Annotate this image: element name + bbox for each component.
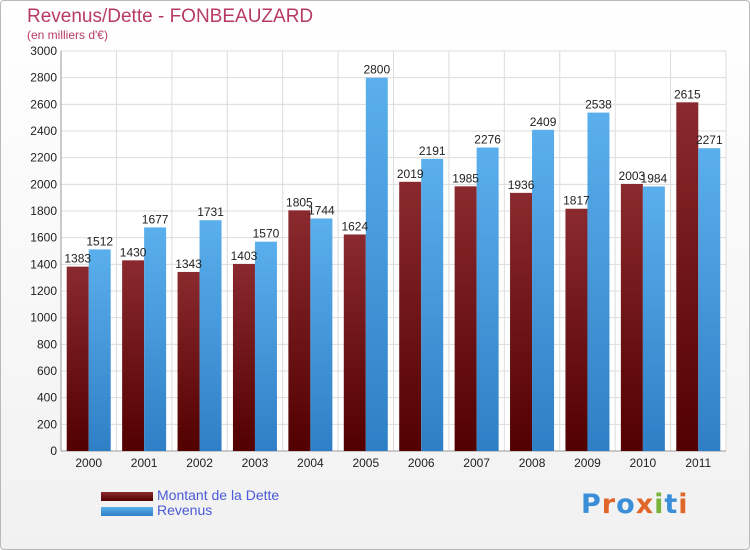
data-label-revenus: 1677 bbox=[142, 212, 169, 226]
bar-revenus bbox=[310, 218, 333, 451]
y-tick-label: 1200 bbox=[30, 284, 57, 298]
data-label-revenus: 1731 bbox=[197, 205, 224, 219]
y-tick-label: 0 bbox=[50, 444, 57, 458]
y-tick-label: 1800 bbox=[30, 204, 57, 218]
y-tick-label: 800 bbox=[37, 337, 57, 351]
bar-dette bbox=[343, 234, 366, 451]
x-tick-label: 2011 bbox=[685, 456, 711, 470]
legend-swatch-revenus bbox=[101, 507, 153, 516]
x-tick-label: 2010 bbox=[630, 456, 657, 470]
data-label-dette: 1817 bbox=[563, 194, 590, 208]
data-label-dette: 1343 bbox=[175, 257, 202, 271]
bar-dette bbox=[565, 208, 588, 451]
data-label-revenus: 2800 bbox=[363, 63, 390, 77]
data-label-revenus: 2276 bbox=[474, 133, 501, 147]
data-label-revenus: 1570 bbox=[253, 227, 280, 241]
x-tick-label: 2002 bbox=[186, 456, 213, 470]
bar-dette bbox=[399, 181, 422, 452]
legend-label-debt: Montant de la Dette bbox=[157, 487, 280, 503]
logo-letter: o bbox=[616, 489, 636, 520]
y-tick-label: 1600 bbox=[30, 231, 57, 245]
x-tick-label: 2005 bbox=[352, 456, 379, 470]
bar-dette bbox=[620, 183, 643, 451]
proxiti-logo: Proxiti bbox=[581, 489, 689, 520]
x-tick-label: 2001 bbox=[131, 456, 158, 470]
y-tick-label: 200 bbox=[37, 417, 57, 431]
data-label-revenus: 1984 bbox=[641, 171, 668, 185]
data-label-revenus: 2191 bbox=[419, 144, 446, 158]
y-tick-label: 600 bbox=[37, 364, 57, 378]
bar-revenus bbox=[144, 227, 167, 451]
logo-letter: x bbox=[635, 489, 655, 520]
bar-dette bbox=[288, 210, 311, 451]
data-label-dette: 2003 bbox=[619, 169, 646, 183]
logo-letter: i bbox=[654, 489, 665, 520]
bar-revenus bbox=[88, 249, 111, 451]
data-label-dette: 1430 bbox=[120, 245, 147, 259]
data-label-dette: 2019 bbox=[397, 167, 424, 181]
data-label-dette: 1624 bbox=[341, 219, 368, 233]
data-label-revenus: 1512 bbox=[86, 234, 113, 248]
y-tick-label: 1400 bbox=[30, 257, 57, 271]
data-label-dette: 2615 bbox=[674, 87, 701, 101]
bar-revenus bbox=[587, 112, 610, 451]
data-label-dette: 1403 bbox=[231, 249, 258, 263]
data-label-dette: 1805 bbox=[286, 195, 313, 209]
logo-letter: i bbox=[678, 489, 689, 520]
bar-dette bbox=[454, 186, 477, 452]
bar-revenus bbox=[476, 147, 499, 452]
logo-letter: P bbox=[581, 489, 602, 520]
bar-dette bbox=[510, 192, 533, 451]
bar-revenus bbox=[365, 77, 388, 452]
y-tick-label: 2800 bbox=[30, 71, 57, 85]
legend-swatch-debt bbox=[101, 492, 153, 501]
bar-dette bbox=[66, 266, 89, 451]
bar-revenus bbox=[532, 129, 555, 452]
bar-dette bbox=[676, 102, 699, 451]
bar-dette bbox=[177, 271, 200, 451]
bar-revenus bbox=[421, 158, 444, 451]
x-tick-label: 2008 bbox=[519, 456, 546, 470]
y-tick-label: 2200 bbox=[30, 151, 57, 165]
logo-letter: r bbox=[601, 489, 617, 520]
data-label-dette: 1936 bbox=[508, 178, 535, 192]
y-tick-label: 2600 bbox=[30, 97, 57, 111]
data-label-dette: 1383 bbox=[64, 252, 91, 266]
data-label-revenus: 2538 bbox=[585, 98, 612, 112]
legend-label-revenus: Revenus bbox=[157, 502, 213, 518]
chart-subtitle: (en milliers d'€) bbox=[27, 28, 108, 42]
x-tick-label: 2007 bbox=[463, 456, 490, 470]
bar-revenus bbox=[698, 148, 721, 451]
bar-revenus bbox=[199, 220, 222, 451]
x-tick-label: 2006 bbox=[408, 456, 435, 470]
x-tick-label: 2004 bbox=[297, 456, 324, 470]
y-tick-label: 1000 bbox=[30, 311, 57, 325]
data-label-revenus: 2409 bbox=[530, 115, 557, 129]
y-tick-label: 2400 bbox=[30, 124, 57, 138]
logo-letter: t bbox=[664, 489, 679, 520]
data-label-revenus: 2271 bbox=[696, 133, 723, 147]
data-label-dette: 1985 bbox=[452, 171, 479, 185]
data-label-revenus: 1744 bbox=[308, 203, 335, 217]
bar-revenus bbox=[254, 241, 277, 451]
x-tick-label: 2009 bbox=[574, 456, 601, 470]
x-tick-label: 2003 bbox=[242, 456, 269, 470]
y-tick-label: 2000 bbox=[30, 177, 57, 191]
y-tick-label: 3000 bbox=[30, 44, 57, 58]
x-tick-label: 2000 bbox=[75, 456, 102, 470]
bar-dette bbox=[232, 263, 255, 451]
bar-dette bbox=[122, 260, 145, 451]
chart-title: Revenus/Dette - FONBEAUZARD bbox=[27, 6, 314, 27]
bar-revenus bbox=[642, 186, 665, 451]
y-tick-label: 400 bbox=[37, 391, 57, 405]
